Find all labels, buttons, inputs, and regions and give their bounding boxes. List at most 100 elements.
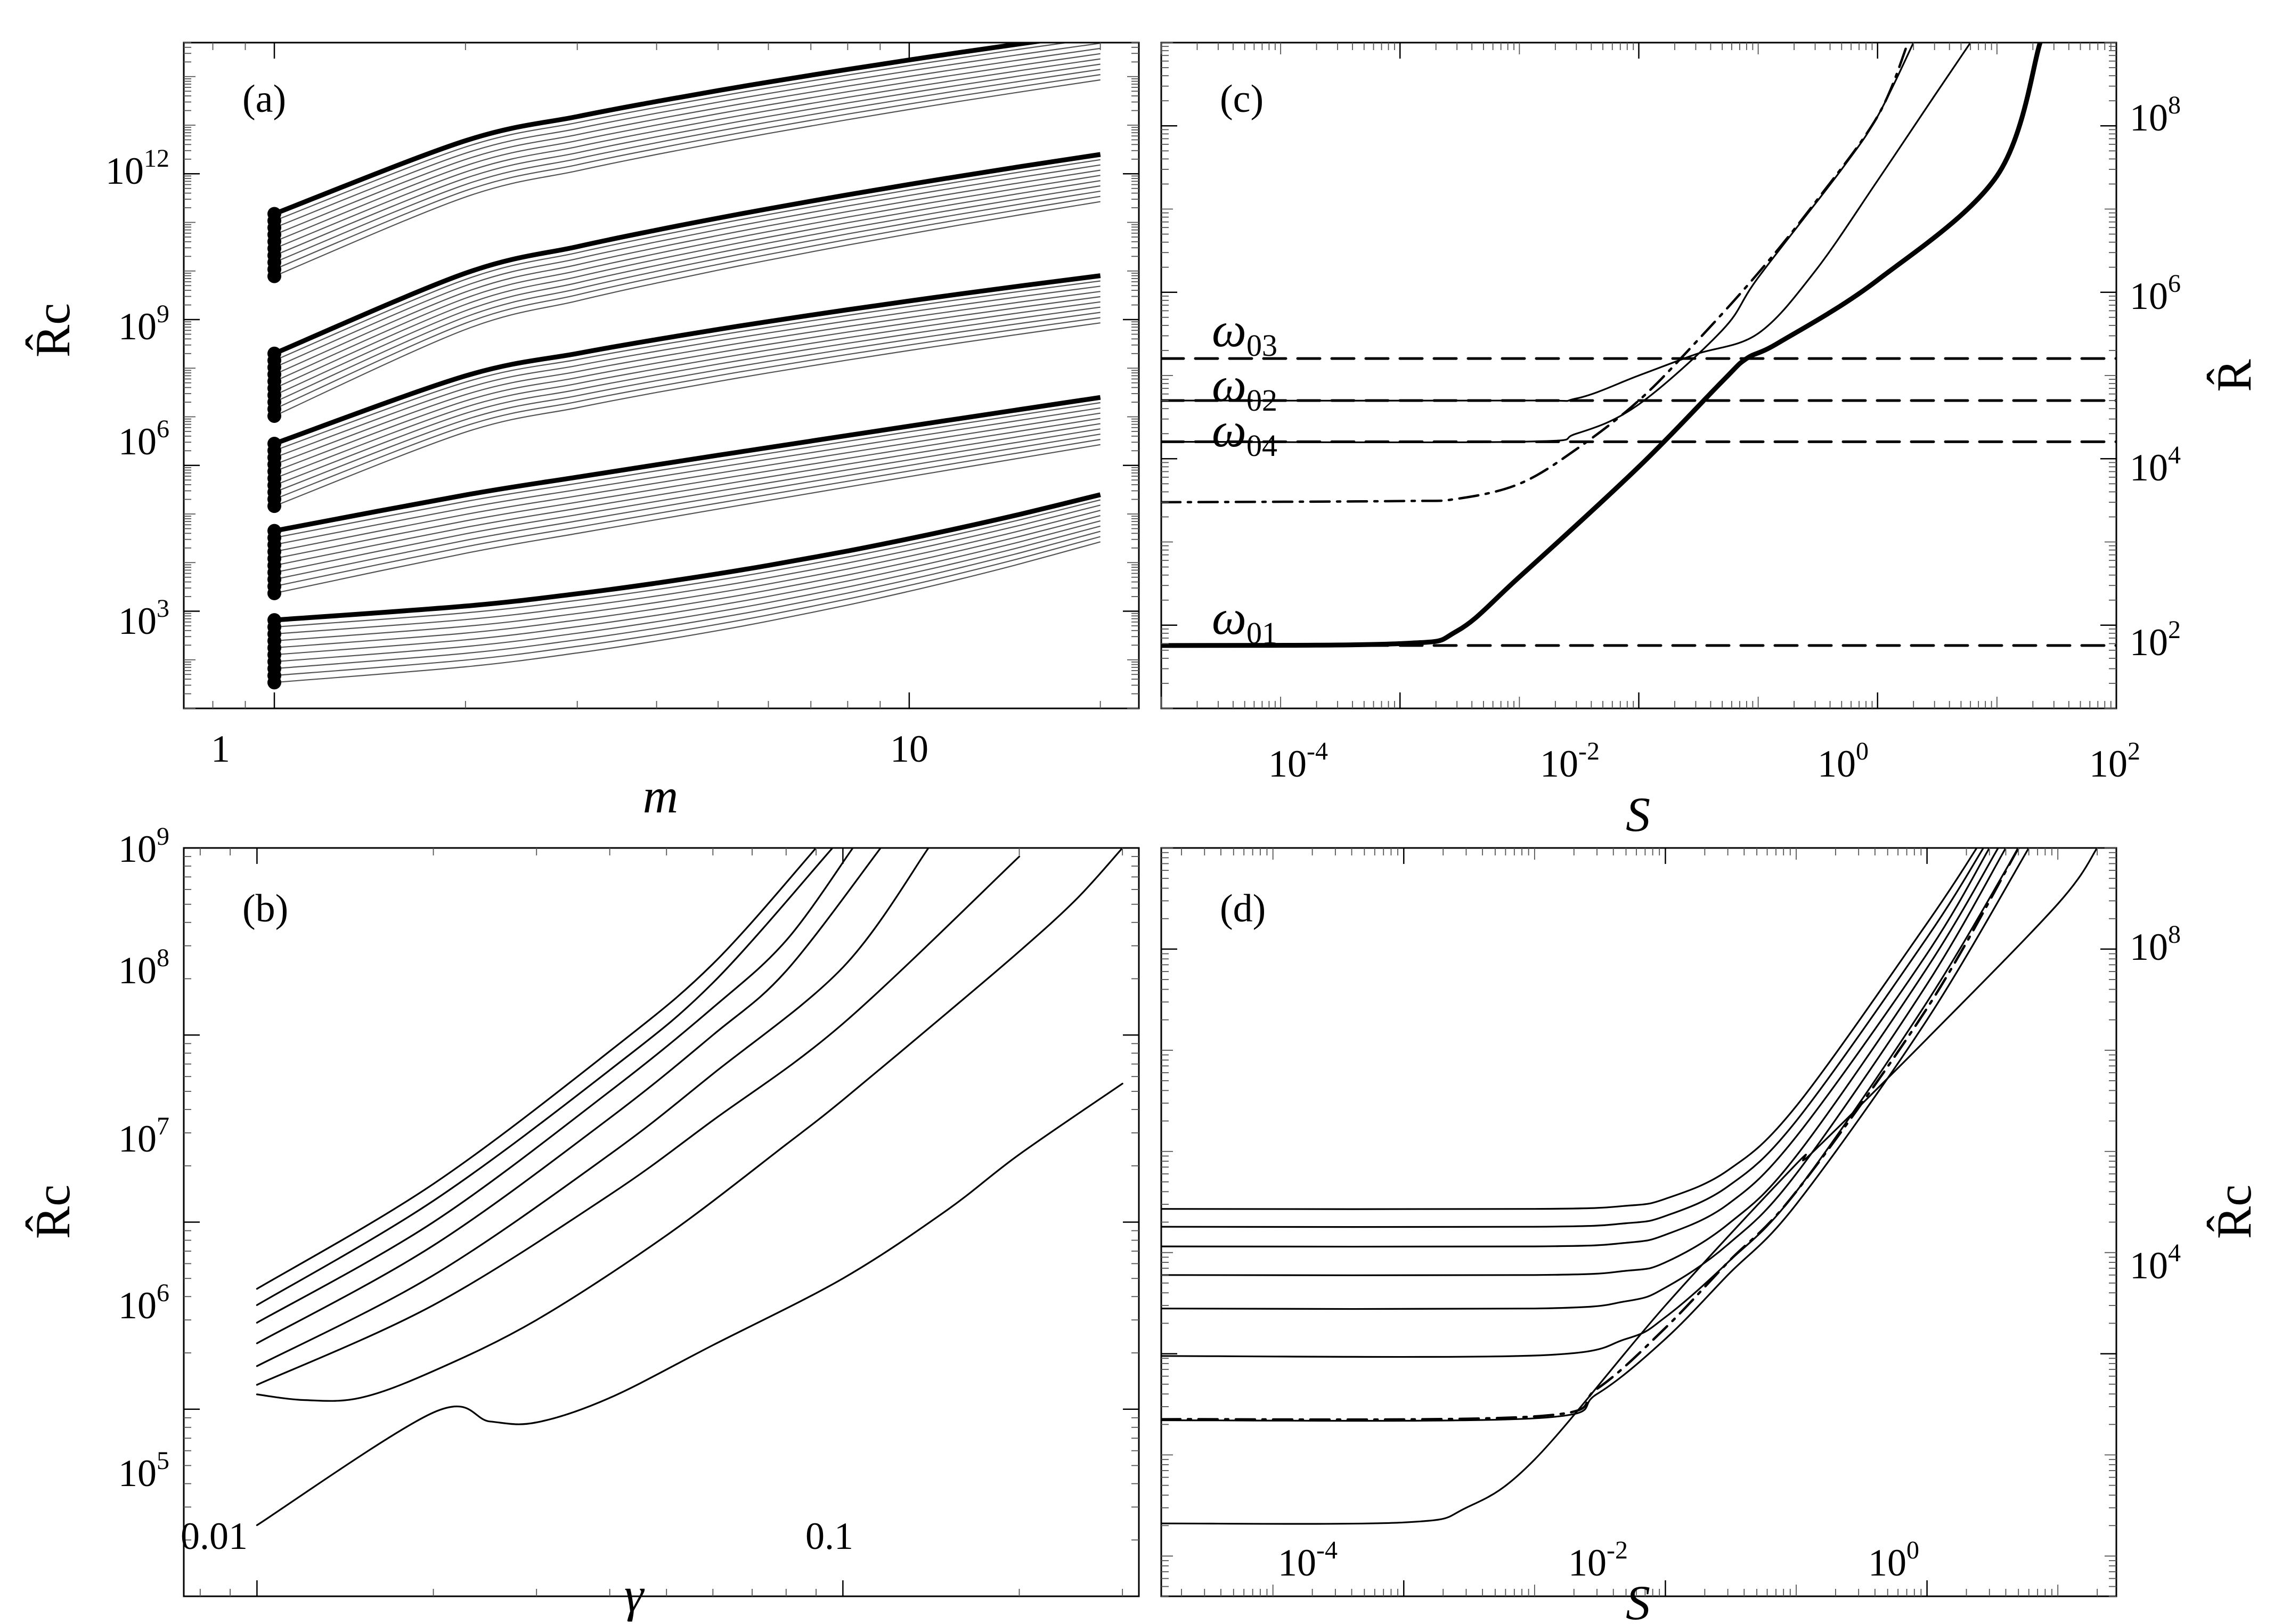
- curve-a-thin: [274, 438, 1101, 587]
- curve-a-thin: [274, 69, 1101, 263]
- curve-a-thin: [274, 402, 1101, 538]
- curve-a-thin: [274, 74, 1101, 270]
- xtick-label-a-10: 10: [890, 728, 928, 770]
- y-axis-title-b: R̂c: [26, 1185, 80, 1239]
- curve-a-thin: [274, 53, 1101, 242]
- curve-a-thin: [274, 541, 1101, 683]
- xtick-label-c-1e2: 102: [2089, 737, 2140, 785]
- curve-a-thin: [274, 531, 1101, 670]
- curve-a-thin: [274, 169, 1101, 375]
- point-a-m1: [267, 207, 282, 221]
- curve-a-family-4-bold: [273, 152, 1101, 356]
- curve-a-family-1-bold: [274, 492, 1101, 623]
- omega-01-label: ω01: [1212, 590, 1277, 650]
- plot-area-a: [267, 43, 1101, 690]
- series-b-curve-8: [256, 848, 817, 1290]
- curve-a-family-5-bold: [273, 43, 1046, 216]
- series-d-curve-1: [1161, 848, 2098, 1525]
- ytick-label-a-1e9: 109: [118, 300, 169, 348]
- ytick-label-a-1e6: 106: [118, 415, 169, 463]
- omega-03-label: ω03: [1212, 303, 1277, 363]
- panel-label-b: (b): [242, 887, 288, 931]
- ytick-label-a-1e3: 103: [118, 594, 169, 642]
- series-c-bold: [1161, 43, 2043, 648]
- curve-a-thin: [274, 520, 1101, 656]
- curve-a-thin: [274, 428, 1101, 573]
- ytick-label-c-1e8: 108: [2130, 91, 2181, 139]
- curve-a-thin: [274, 525, 1101, 663]
- ytick-label-c-1e2: 102: [2130, 616, 2181, 664]
- curve-a-thin: [274, 499, 1101, 628]
- series-c-dash-dot: [1161, 43, 1910, 504]
- ticks-b: [184, 847, 1139, 1597]
- curve-a-thin: [274, 280, 1101, 452]
- series-b-curve-4: [256, 848, 930, 1367]
- curve-a-thin: [274, 159, 1101, 361]
- xtick-label-d-1e-4: 10-4: [1278, 1536, 1338, 1584]
- point-a-m1: [267, 346, 282, 361]
- series-b-curve-7: [256, 848, 834, 1306]
- plot-area-b: [256, 848, 1123, 1527]
- curve-a-thin: [274, 306, 1101, 486]
- y-axis-title-a: R̂c: [26, 303, 80, 357]
- ticks-a: [184, 42, 1139, 709]
- ytick-label-b-1e9: 109: [118, 822, 169, 870]
- xtick-label-b-0.01: 0.01: [181, 1515, 248, 1557]
- curve-a-thin: [274, 43, 1071, 222]
- ytick-label-d-1e8: 108: [2130, 920, 2181, 968]
- series-d-curve-5: [1161, 848, 1999, 1276]
- omega-02-label: ω02: [1212, 357, 1277, 418]
- curve-a-thin: [274, 79, 1101, 277]
- series-d-dash-dot: [1161, 848, 2020, 1421]
- curve-a-thin: [274, 175, 1101, 382]
- series-b-curve-3: [256, 855, 1021, 1386]
- panel-d: (d) 104 108 10-4 10-2 100 S R̂c: [1160, 847, 2261, 1624]
- series-d-curve-6: [1161, 848, 1991, 1248]
- ytick-label-a-1e12: 1012: [105, 144, 169, 192]
- ticks-d: [1161, 847, 2116, 1597]
- curve-a-thin: [274, 195, 1101, 410]
- curve-a-thin: [274, 418, 1101, 559]
- ytick-label-b-1e7: 107: [118, 1112, 169, 1160]
- series-b-curve-1: [256, 1082, 1123, 1527]
- series-d-curve-4: [1161, 848, 2007, 1310]
- series-c-thin-b: [1161, 43, 1971, 402]
- curve-a-thin: [274, 423, 1101, 566]
- xtick-label-a-1: 1: [211, 728, 230, 770]
- point-a-m1: [267, 436, 282, 451]
- series-d-curve-8: [1161, 848, 1978, 1210]
- y-axis-title-c: R̂: [2207, 359, 2261, 392]
- ytick-label-c-1e4: 104: [2130, 441, 2181, 489]
- ytick-label-b-1e6: 106: [118, 1279, 169, 1327]
- curve-a-thin: [274, 312, 1101, 493]
- series-d-curve-3: [1161, 848, 2019, 1358]
- xtick-label-c-1e0: 100: [1818, 737, 1869, 785]
- curve-a-thin: [274, 63, 1101, 256]
- curve-a-thin: [274, 536, 1101, 676]
- point-a-m1: [267, 613, 282, 627]
- curve-a-thin: [274, 412, 1101, 552]
- series-b-curve-5: [256, 848, 882, 1344]
- curve-a-thin: [274, 515, 1101, 649]
- series-d-curve-2: [1161, 848, 2030, 1422]
- y-axis-title-d: R̂c: [2207, 1185, 2261, 1239]
- series-b-curve-6: [256, 848, 854, 1324]
- curve-a-thin: [274, 291, 1101, 466]
- ytick-label-b-1e8: 108: [118, 944, 169, 992]
- curve-a-thin: [274, 164, 1101, 368]
- omega-04-label: ω04: [1212, 403, 1277, 463]
- curve-a-family-2-bold: [274, 395, 1101, 534]
- xtick-label-c-1e-4: 10-4: [1268, 737, 1328, 785]
- series-c-thin-a: [1161, 43, 1914, 444]
- curve-a-thin: [274, 301, 1101, 479]
- curve-a-thin: [274, 296, 1101, 472]
- ticks-c: [1161, 42, 2117, 709]
- curve-a-thin: [274, 434, 1101, 580]
- curve-a-thin: [274, 285, 1101, 459]
- curve-a-thin: [274, 180, 1101, 389]
- x-axis-title-a: m: [643, 769, 678, 823]
- ytick-label-c-1e6: 106: [2130, 270, 2181, 317]
- ytick-label-d-1e4: 104: [2130, 1239, 2181, 1287]
- panel-b: (b) 105 106 107 108 109 0.01 0.1 γ R̂c: [26, 822, 1140, 1622]
